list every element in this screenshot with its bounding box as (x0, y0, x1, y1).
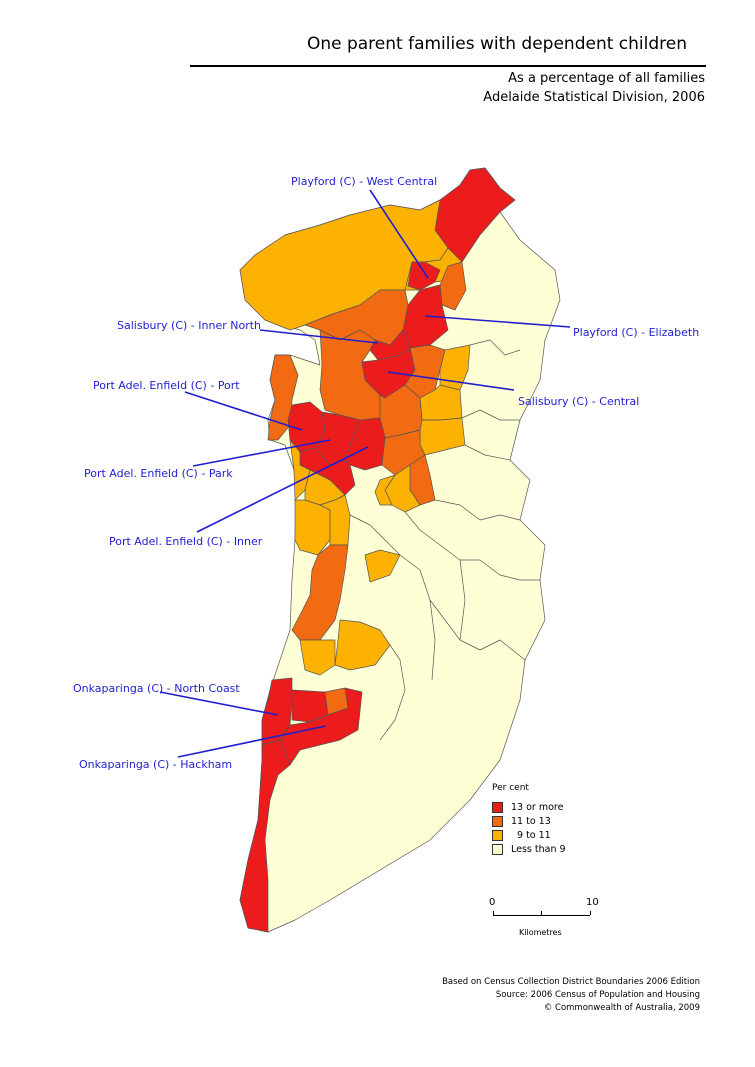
region-13plus (239, 739, 291, 933)
legend-label: 9 to 11 (517, 830, 551, 841)
legend-label: 13 or more (511, 802, 564, 813)
callout-salisbury-central: Salisbury (C) - Central (518, 395, 640, 408)
legend-swatch (492, 816, 503, 827)
title-rule (190, 65, 706, 67)
region-9to11 (334, 619, 391, 671)
scale-unit: Kilometres (519, 928, 562, 937)
region-9to11 (299, 639, 336, 676)
region-13plus (344, 417, 386, 471)
callout-port-adel-port: Port Adel. Enfield (C) - Port (93, 379, 240, 392)
scale-tick (590, 911, 591, 915)
legend-item: Less than 9 (492, 844, 566, 855)
legend-label: 11 to 13 (511, 816, 551, 827)
scale-tick (493, 911, 494, 915)
region-9to11 (364, 549, 401, 583)
scale-bar (493, 915, 590, 916)
callout-onkaparinga-north-coast: Onkaparinga (C) - North Coast (73, 682, 240, 695)
legend-item: 9 to 11 (492, 830, 551, 841)
scale-min: 0 (489, 897, 496, 908)
legend-swatch (492, 844, 503, 855)
source-line-2: Source: 2006 Census of Population and Ho… (495, 990, 700, 1000)
source-line-1: Based on Census Collection District Boun… (442, 977, 700, 987)
callout-playford-elizabeth: Playford (C) - Elizabeth (573, 326, 700, 339)
subtitle-line-2: Adelaide Statistical Division, 2006 (483, 90, 705, 105)
region-9to11 (294, 499, 331, 556)
map-title: One parent families with dependent child… (306, 34, 687, 54)
region-9to11 (374, 474, 396, 506)
legend-item: 11 to 13 (492, 816, 551, 827)
callout-port-adel-inner: Port Adel. Enfield (C) - Inner (109, 535, 263, 548)
region-13plus (407, 261, 441, 291)
region-9to11 (319, 494, 351, 546)
callout-playford-west-central: Playford (C) - West Central (291, 175, 438, 188)
callout-salisbury-inner-north: Salisbury (C) - Inner North (117, 319, 262, 332)
scale-tick (541, 911, 542, 915)
legend-swatch (492, 830, 503, 841)
callout-onkaparinga-hackham: Onkaparinga (C) - Hackham (79, 758, 233, 771)
legend-swatch (492, 802, 503, 813)
legend-item: 13 or more (492, 802, 563, 813)
legend-label: Less than 9 (511, 844, 566, 855)
source-line-3: © Commonwealth of Australia, 2009 (543, 1003, 700, 1013)
scale-max: 10 (586, 897, 599, 908)
subtitle-line-1: As a percentage of all families (508, 71, 705, 86)
legend-title: Per cent (492, 783, 529, 793)
callout-port-adel-park: Port Adel. Enfield (C) - Park (84, 467, 233, 480)
